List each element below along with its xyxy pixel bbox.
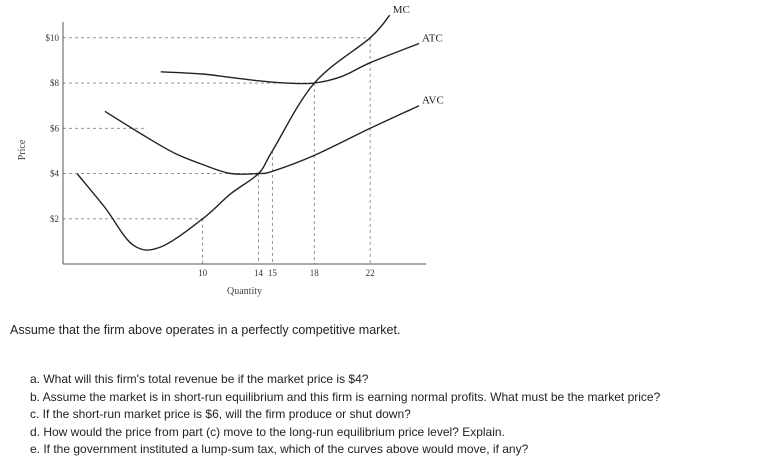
avc-label: AVC: [422, 95, 444, 107]
avc-curve: [104, 105, 420, 175]
y-tick-label: $8: [50, 78, 60, 88]
cost-curves: [76, 14, 420, 251]
reference-lines: [63, 37, 371, 264]
question-c: c. If the short-run market price is $6, …: [30, 407, 411, 421]
question-b: b. Assume the market is in short-run equ…: [30, 389, 661, 404]
y-tick-label: $6: [50, 123, 60, 133]
y-tick-label: $4: [50, 169, 60, 179]
x-tick-label: 15: [268, 268, 278, 278]
y-tick-label: $10: [46, 33, 60, 43]
question-list: a. What will this firm's total revenue b…: [30, 371, 660, 459]
mc-curve: [76, 14, 391, 251]
question-a: a. What will this firm's total revenue b…: [30, 372, 369, 386]
x-tick-label: 14: [254, 268, 264, 278]
cost-curves-chart: MC ATC AVC $2 $4 $6 $8 $10 10 14 15 18 22 Quantity Pri…: [17, 4, 444, 297]
problem-intro: Assume that the firm above operates in a…: [10, 323, 401, 337]
x-tick-label: 22: [366, 268, 375, 278]
chart-labels: MC ATC AVC $2 $4 $6 $8 $10 10 14 15 18 22 Quantity Pri…: [17, 4, 444, 297]
question-e: e. If the government instituted a lump-s…: [30, 442, 529, 456]
question-d: d. How would the price from part (c) mov…: [30, 424, 505, 439]
axes: [62, 22, 426, 265]
x-axis-title: Quantity: [227, 286, 262, 297]
x-tick-label: 18: [310, 268, 320, 278]
mc-label: MC: [393, 4, 410, 16]
atc-curve: [160, 42, 420, 85]
y-tick-label: $2: [50, 214, 59, 224]
atc-label: ATC: [422, 32, 443, 44]
x-tick-label: 10: [198, 268, 208, 278]
y-axis-title: Price: [17, 139, 28, 160]
